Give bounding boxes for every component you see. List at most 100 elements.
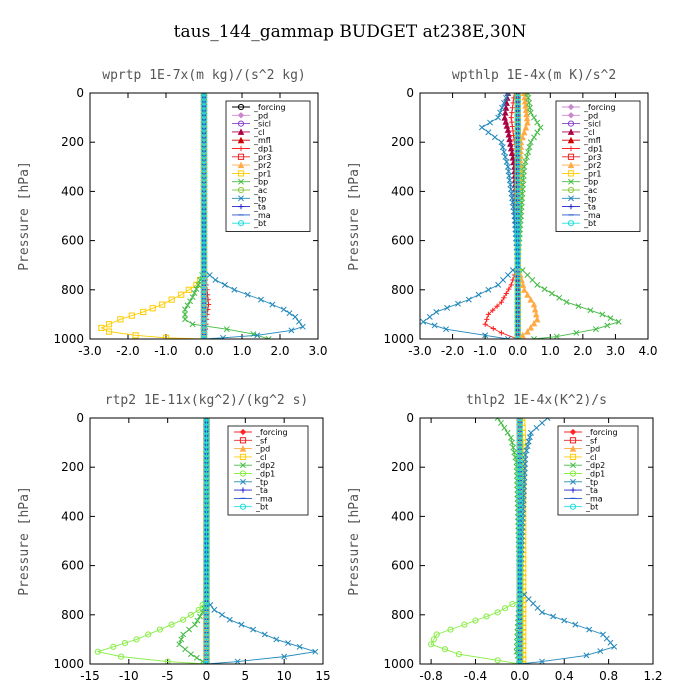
legend-label: _forcing [255, 428, 288, 437]
data-point [117, 316, 124, 323]
data-point [527, 296, 534, 303]
y-tick-label: 1000 [383, 657, 414, 671]
data-point [525, 438, 532, 445]
data-point [420, 318, 427, 325]
data-point [514, 219, 521, 226]
data-point [514, 206, 521, 213]
data-point [509, 439, 516, 446]
data-point [516, 638, 523, 645]
data-point [516, 522, 523, 529]
legend-item: _bt [564, 503, 598, 512]
x-tick-label: 0.0 [510, 669, 529, 683]
data-point [510, 277, 516, 283]
data-point [516, 508, 523, 516]
data-point [180, 631, 187, 638]
data-point [203, 629, 210, 636]
legend-item: _mfl [232, 136, 271, 145]
data-point [516, 620, 523, 627]
x-tick-label: -1.0 [473, 344, 496, 358]
data-point [514, 121, 521, 128]
legend-item: _sicl [562, 120, 601, 129]
data-point [200, 273, 208, 280]
data-point [520, 128, 528, 136]
data-point [506, 286, 512, 292]
data-point [195, 606, 202, 613]
plot-frame [89, 417, 324, 665]
data-point [521, 163, 528, 170]
data-point [203, 584, 210, 592]
data-point [575, 303, 582, 310]
y-tick-label: 800 [391, 283, 414, 297]
data-point [516, 535, 523, 542]
legend-item: _ma [562, 211, 601, 220]
data-point [514, 192, 521, 199]
data-point [529, 277, 536, 283]
data-point [203, 566, 210, 574]
data-point [519, 186, 526, 193]
data-point [531, 336, 537, 339]
data-point [195, 281, 202, 288]
data-point [519, 331, 526, 339]
y-tick-label: 1000 [383, 332, 414, 346]
data-point [203, 531, 210, 538]
data-point [503, 158, 510, 165]
data-point [472, 617, 479, 624]
legend-swatch-marker [567, 112, 575, 119]
data-point [531, 114, 537, 121]
data-point [516, 477, 523, 484]
x-tick-label: 3.0 [308, 344, 327, 358]
panel-4: thlp2 1E-4x(K^2)/s Pressure [hPa] -0.8 -0.4… [347, 393, 663, 683]
data-point [203, 508, 210, 516]
data-point [186, 626, 192, 633]
data-point [526, 144, 533, 151]
series-pr1 [98, 93, 208, 339]
data-point [511, 93, 518, 96]
legend: _forcing_sf_pd_cl_dp2_dp1_tp_ta_ma_bt [227, 425, 309, 516]
legend-item: _ac [562, 186, 597, 195]
y-tick-label: 600 [391, 559, 414, 573]
data-point [516, 540, 523, 547]
data-point [516, 513, 523, 520]
y-axis-label: Pressure [hPa] [347, 161, 362, 271]
data-point [200, 192, 208, 199]
legend-label: _forcing [253, 103, 286, 112]
legend-item: _pd [234, 445, 270, 454]
legend-label: _pr3 [583, 153, 601, 162]
data-point [182, 646, 189, 653]
legend-label: _pd [585, 445, 600, 454]
data-point [133, 636, 140, 643]
legend-swatch-marker [239, 445, 247, 452]
data-point [522, 456, 529, 463]
data-point [200, 215, 208, 222]
data-point [514, 174, 521, 182]
legend-swatch-marker [568, 145, 574, 152]
data-point [261, 631, 268, 638]
data-point [504, 93, 511, 96]
data-point [508, 434, 514, 441]
data-point [499, 144, 506, 151]
data-point [516, 549, 523, 556]
legend-swatch-marker [569, 428, 577, 436]
data-point [587, 307, 594, 314]
panels: wprtp 1E-7x(m kg)/(s^2 kg) Pressure [hPa]… [17, 68, 663, 683]
legend-item: _ac [232, 186, 267, 195]
data-point [203, 535, 210, 542]
data-point [461, 621, 468, 628]
data-point [231, 286, 238, 293]
data-point [514, 259, 521, 267]
x-tick-label: -3.0 [408, 344, 431, 358]
legend-swatch-marker [239, 503, 247, 510]
legend-item: _forcing [562, 103, 616, 112]
data-point [516, 481, 523, 489]
data-point [527, 324, 534, 331]
data-point [520, 286, 528, 293]
legend-item: _cl [562, 128, 595, 137]
data-point [465, 296, 472, 303]
y-tick-label: 400 [391, 184, 414, 198]
x-tick-label: 15 [315, 669, 330, 683]
data-point [522, 460, 528, 467]
data-point [164, 658, 171, 664]
data-point [534, 129, 541, 136]
data-point [516, 459, 523, 466]
data-point [514, 318, 521, 325]
